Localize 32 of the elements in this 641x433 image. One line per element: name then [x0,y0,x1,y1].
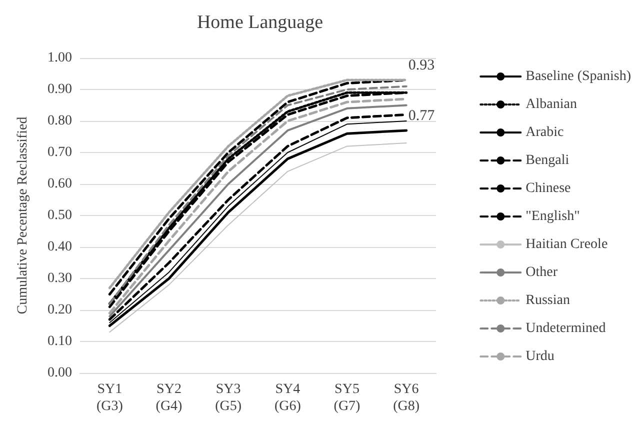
y-tick-label: 0.30 [48,271,72,286]
y-tick-label: 0.50 [48,208,72,223]
y-tick-label: 0.90 [48,82,72,97]
y-tick-label: 0.20 [48,302,72,318]
x-tick-label: SY2 (G4) [156,382,183,414]
annotation: 0.77 [408,108,436,124]
x-tick-label: SY4 (G6) [274,382,302,414]
legend-label: Other [526,265,558,280]
legend-label: Albanian [526,97,577,112]
y-tick-label: 1.00 [48,50,72,66]
y-tick-label: 0.80 [48,114,72,128]
y-axis-title: Cumulative Pecentage Reclassified [16,116,30,314]
y-tick-label: 0.70 [48,145,72,160]
legend-label: Urdu [526,349,554,364]
y-tick-label: 0.40 [48,240,72,254]
legend-label: Russian [526,293,570,308]
x-tick-label: SY3 (G5) [215,382,242,414]
legend-label: Haitian Creole [526,237,608,252]
chart-title: Home Language [196,12,324,33]
legend-label: Undetermined [526,321,606,336]
y-tick-label: 0.00 [48,366,72,380]
legend-label: Baseline (Spanish) [526,69,632,84]
legend-label: Chinese [526,181,571,196]
x-tick-label: SY5 (G7) [334,382,361,414]
annotation: 0.93 [408,58,435,74]
x-tick-label: SY6 (G8) [393,382,420,414]
legend-label: Arabic [526,125,564,140]
y-tick-label: 0.10 [48,334,72,349]
legend-label: Bengali [526,153,570,168]
legend-label: "English" [526,209,580,224]
x-tick-label: SY1 (G3) [96,382,124,414]
y-tick-label: 0.60 [48,176,72,192]
